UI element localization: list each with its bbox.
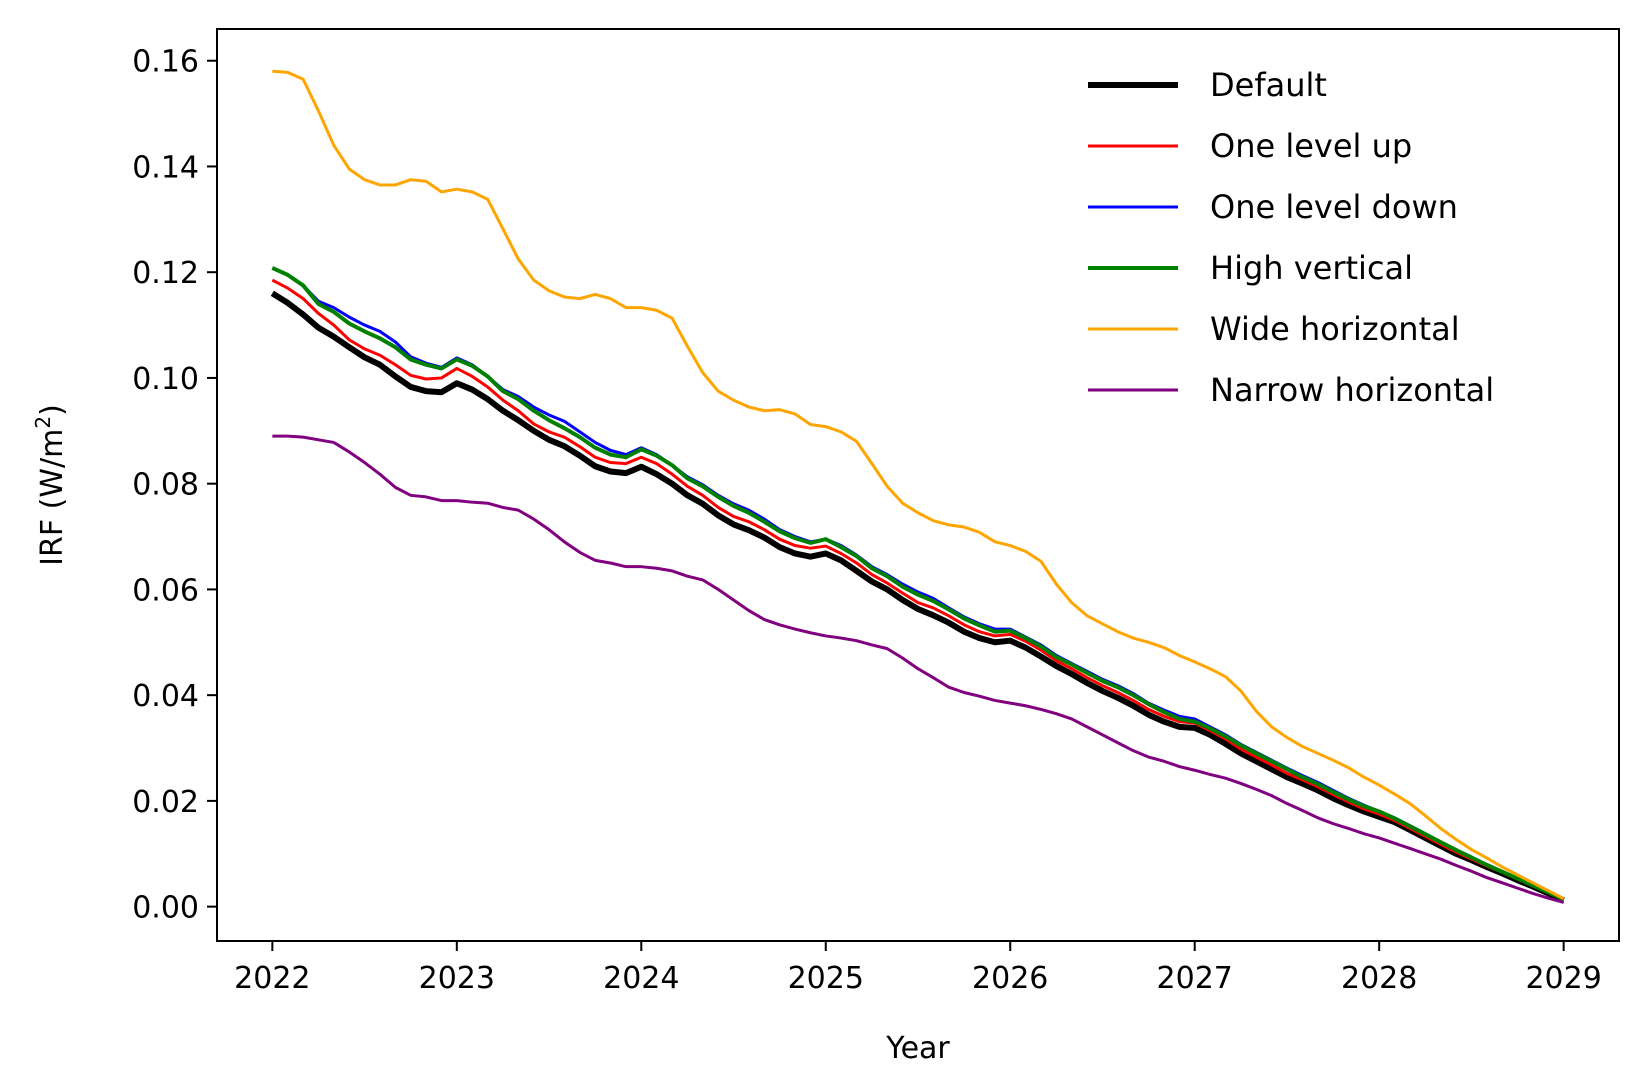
y-axis-label-main: IRF (W/m bbox=[35, 429, 70, 566]
y-tick-label: 0.08 bbox=[132, 468, 199, 503]
legend-label-one-level-up: One level up bbox=[1210, 127, 1412, 165]
series-line-default bbox=[270, 290, 1565, 904]
x-tick-label: 2029 bbox=[1525, 961, 1601, 996]
series-line-high-vertical bbox=[271, 266, 1565, 902]
y-tick-label: 0.12 bbox=[132, 256, 199, 291]
legend-label-wide-horizontal: Wide horizontal bbox=[1210, 310, 1460, 348]
y-tick-label: 0.10 bbox=[132, 362, 199, 397]
x-tick-label: 2027 bbox=[1157, 961, 1233, 996]
y-axis-label-superscript: 2 bbox=[31, 416, 55, 429]
y-axis-label: IRF (W/m2) bbox=[31, 404, 70, 566]
x-tick-label: 2026 bbox=[972, 961, 1048, 996]
legend-label-one-level-down: One level down bbox=[1210, 188, 1458, 226]
y-tick-label: 0.14 bbox=[132, 150, 199, 185]
legend-label-default: Default bbox=[1210, 66, 1327, 104]
x-tick-label: 2025 bbox=[788, 961, 864, 996]
y-tick-label: 0.04 bbox=[132, 679, 199, 714]
x-axis-label: Year bbox=[885, 1031, 950, 1066]
y-axis-label-close: ) bbox=[35, 404, 70, 416]
x-tick-label: 2024 bbox=[603, 961, 679, 996]
y-tick-label: 0.00 bbox=[132, 891, 199, 926]
x-axis: 2022 2023 2024 2025 2026 2027 2028 2029 bbox=[234, 941, 1602, 996]
x-tick-label: 2022 bbox=[234, 961, 310, 996]
y-axis: 0.00 0.02 0.04 0.06 0.08 0.10 0.12 0.14 0.16 bbox=[132, 45, 217, 926]
x-tick-label: 2028 bbox=[1341, 961, 1417, 996]
series-line-wide-horizontal bbox=[272, 69, 1565, 901]
legend-label-narrow-horizontal: Narrow horizontal bbox=[1210, 371, 1494, 409]
series-line-narrow-horizontal bbox=[272, 434, 1565, 904]
y-tick-label: 0.06 bbox=[132, 573, 199, 608]
legend: Default One level up One level down High ve… bbox=[1088, 66, 1494, 409]
legend-label-high-vertical: High vertical bbox=[1210, 249, 1413, 287]
series-line-one-level-up bbox=[271, 278, 1565, 902]
x-tick-label: 2023 bbox=[419, 961, 495, 996]
plot-frame bbox=[216, 28, 1620, 942]
series-layer bbox=[270, 69, 1565, 904]
y-tick-label: 0.16 bbox=[132, 45, 199, 80]
y-tick-label: 0.02 bbox=[132, 785, 199, 820]
